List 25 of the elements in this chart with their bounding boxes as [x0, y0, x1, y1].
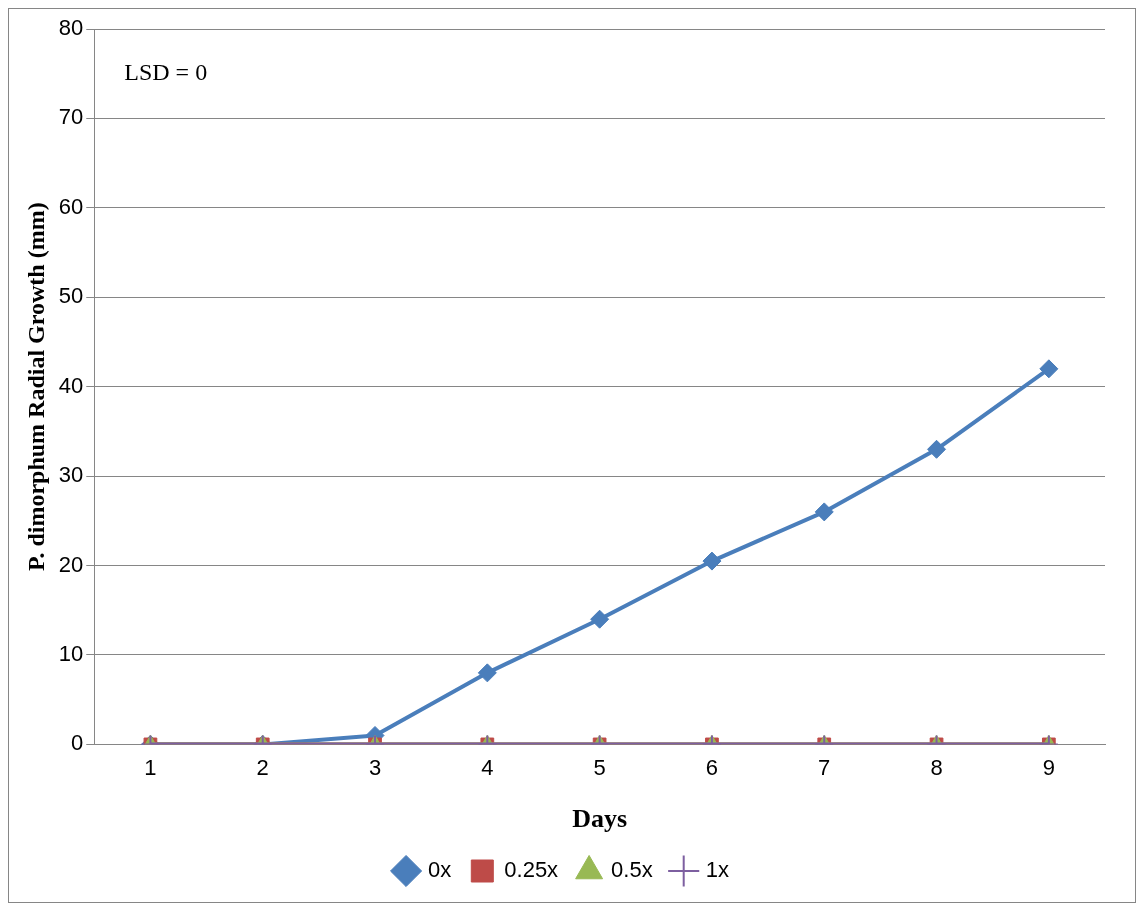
- x-tick-label: 5: [593, 754, 606, 780]
- x-tick-label: 8: [930, 754, 943, 780]
- x-tick-label: 4: [481, 754, 494, 780]
- y-tick-label: 10: [58, 641, 84, 667]
- y-tick-label: 30: [58, 462, 84, 488]
- x-tick-label: 2: [256, 754, 269, 780]
- legend-label: 0.25x: [504, 857, 559, 883]
- legend-label: 1x: [705, 857, 729, 883]
- y-tick-label: 70: [58, 104, 84, 130]
- y-tick-label: 0: [71, 730, 84, 756]
- x-tick-label: 7: [818, 754, 831, 780]
- x-tick-label: 1: [144, 754, 157, 780]
- y-axis-title: P. dimorphum Radial Growth (mm): [22, 202, 49, 572]
- annotation: LSD = 0: [124, 59, 208, 86]
- legend-label: 0x: [428, 857, 452, 883]
- legend-label: 0.5x: [611, 857, 653, 883]
- x-tick-label: 3: [368, 754, 382, 780]
- y-tick-label: 40: [58, 372, 84, 398]
- x-axis-title: Days: [572, 804, 628, 834]
- y-tick-label: 20: [58, 551, 84, 577]
- y-tick-label: 60: [58, 193, 84, 219]
- y-tick-label: 80: [58, 15, 84, 41]
- x-tick-label: 6: [705, 754, 719, 780]
- y-tick-label: 50: [58, 283, 84, 309]
- x-tick-label: 9: [1042, 754, 1055, 780]
